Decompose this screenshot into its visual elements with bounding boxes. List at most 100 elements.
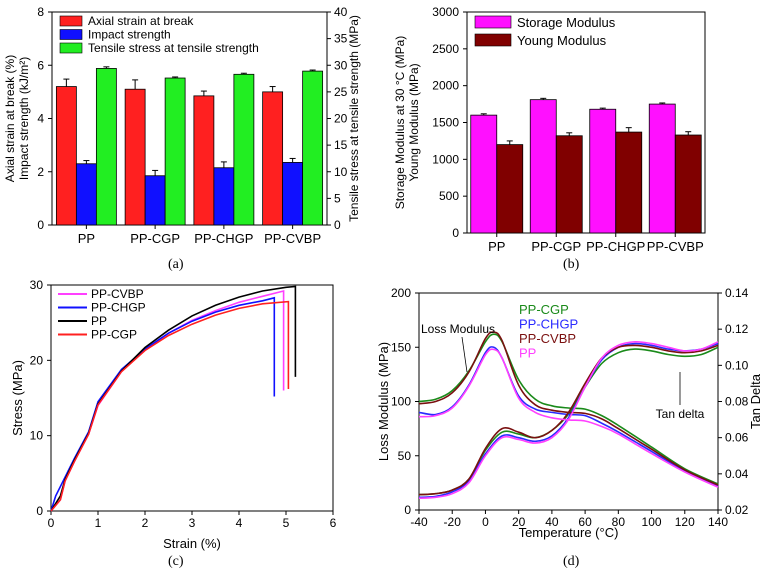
chart-c-series-line xyxy=(50,300,290,512)
chart-a-ytick-right-label: 40 xyxy=(334,5,348,19)
chart-d-ytick-left-label: 100 xyxy=(391,395,411,409)
chart-a-ytick-left-label: 8 xyxy=(37,5,44,19)
chart-a-ytick-right-label: 5 xyxy=(334,191,341,205)
chart-b-ytick-label: 1000 xyxy=(432,152,459,166)
chart-a-bar xyxy=(213,167,235,226)
chart-c-ytick-label: 0 xyxy=(36,504,43,518)
chart-a-bar xyxy=(282,162,304,226)
chart-c-ytick-label: 10 xyxy=(30,429,44,443)
chart-d-xtick-label: 140 xyxy=(708,515,728,529)
chart-c-legend-label: PP xyxy=(91,314,107,328)
chart-a-ytick-left-label: 6 xyxy=(37,58,44,72)
chart-a-ytick-right-label: 25 xyxy=(334,85,348,99)
chart-d-ytick-right-label: 0.08 xyxy=(725,395,749,409)
chart-a-bar xyxy=(302,70,324,226)
chart-a-bar xyxy=(233,73,255,226)
chart-b-ytick-label: 1500 xyxy=(432,116,459,130)
chart-c-series-line xyxy=(50,285,297,512)
chart-d-ytick-right-label: 0.04 xyxy=(725,467,749,481)
chart-c-legend-label: PP-CHGP xyxy=(91,301,146,315)
chart-a-xtick-label: PP xyxy=(78,231,95,246)
chart-d-xtick-label: 80 xyxy=(612,515,626,529)
chart-d-xtick-label: 20 xyxy=(512,515,526,529)
chart-d-ylabel-right: Tan Delta xyxy=(748,373,763,429)
chart-c-xlabel: Strain (%) xyxy=(163,536,221,551)
chart-b-legend-label: Storage Modulus xyxy=(517,15,616,30)
chart-a-bar xyxy=(55,86,77,226)
chart-a-ytick-right-label: 30 xyxy=(334,58,348,72)
chart-a-legend-swatch xyxy=(59,42,83,54)
chart-d-ytick-left-label: 200 xyxy=(391,286,411,300)
chart-d-ytick-right-label: 0.02 xyxy=(725,503,749,517)
chart-a-ylabel-left-1: Axial strain at break (%) xyxy=(3,55,17,182)
chart-c-xtick-label: 5 xyxy=(283,516,290,530)
caption-c: (c) xyxy=(168,554,184,569)
chart-b-xtick-label: PP-CHGP xyxy=(586,239,645,254)
chart-d-xtick-label: -20 xyxy=(444,515,462,529)
chart-b-bar xyxy=(648,103,676,234)
chart-a-ytick-left-label: 0 xyxy=(37,218,44,232)
chart-c-xtick-label: 1 xyxy=(95,516,102,530)
chart-d-xtick-label: 0 xyxy=(482,515,489,529)
chart-c-ytick-label: 30 xyxy=(30,278,44,292)
chart-a-legend-label: Tensile stress at tensile strength xyxy=(88,41,259,55)
chart-d-xtick-label: 120 xyxy=(675,515,695,529)
chart-b-bar xyxy=(589,108,617,234)
chart-d-loss-modulus-line xyxy=(418,331,719,486)
chart-c-ytick-label: 20 xyxy=(30,353,44,367)
chart-d-legend-label: PP-CGP xyxy=(519,302,569,317)
chart-a-ytick-left-label: 4 xyxy=(37,112,44,126)
chart-b-legend-label: Young Modulus xyxy=(517,33,607,48)
chart-c-ylabel: Stress (MPa) xyxy=(10,360,25,436)
caption-d: (d) xyxy=(563,554,580,569)
chart-d-tan-delta-line xyxy=(418,340,719,499)
chart-d-xtick-label: 40 xyxy=(545,515,559,529)
chart-c-xtick-label: 2 xyxy=(142,516,149,530)
chart-b-bar xyxy=(615,131,643,234)
chart-a-ytick-right-label: 20 xyxy=(334,112,348,126)
chart-b-ytick-label: 500 xyxy=(439,189,459,203)
chart-b-bar xyxy=(470,114,498,234)
chart-a-ylabel-right: Tensile stress at tensile strength (MPa) xyxy=(347,15,361,222)
chart-b-ylabel-1: Storage Modulus at 30 °C (MPa) xyxy=(393,36,407,210)
chart-d-tan-delta-line xyxy=(418,342,719,499)
chart-a-bar xyxy=(144,175,166,226)
chart-d-ylabel-left: Loss Modulus (MPa) xyxy=(376,342,391,461)
chart-b-bar xyxy=(555,135,583,234)
chart-a-bar xyxy=(95,68,117,226)
chart-a-xtick-label: PP-CVBP xyxy=(264,231,321,246)
chart-a-legend-label: Axial strain at break xyxy=(88,14,194,28)
chart-d-tan-delta-line xyxy=(418,344,719,496)
chart-d-ytick-right-label: 0.06 xyxy=(725,431,749,445)
chart-b-legend-swatch xyxy=(474,33,512,47)
chart-a-ytick-right-label: 15 xyxy=(334,138,348,152)
chart-d-xtick-label: 100 xyxy=(642,515,662,529)
chart-a-ytick-right-label: 10 xyxy=(334,165,348,179)
chart-b-ytick-label: 0 xyxy=(452,226,459,240)
chart-a-legend-label: Impact strength xyxy=(88,28,171,42)
chart-b-legend-swatch xyxy=(474,15,512,29)
chart-d-xlabel: Temperature (°C) xyxy=(519,525,619,540)
chart-a-ytick-right-label: 0 xyxy=(334,218,341,232)
chart-a-bar xyxy=(124,88,146,226)
chart-a-xtick-label: PP-CGP xyxy=(130,231,180,246)
chart-a-ylabel-left-2: Impact strength (kJ/m²) xyxy=(17,57,31,180)
chart-d-ytick-left-label: 0 xyxy=(404,503,411,517)
chart-d-xtick-label: -40 xyxy=(410,515,428,529)
chart-d-ytick-right-label: 0.14 xyxy=(725,286,749,300)
chart-d-loss-modulus-line xyxy=(418,333,719,485)
chart-b-bar xyxy=(529,99,557,234)
chart-d-legend-label: PP-CVBP xyxy=(519,331,576,346)
chart-b-bar xyxy=(496,144,524,234)
chart-a-ytick-left-label: 2 xyxy=(37,165,44,179)
chart-a-bar xyxy=(75,163,97,226)
chart-c-legend-label: PP-CVBP xyxy=(91,287,144,301)
chart-d-ytick-right-label: 0.12 xyxy=(725,322,749,336)
caption-a: (a) xyxy=(168,257,184,272)
chart-b-bar xyxy=(674,134,702,234)
chart-d-legend-label: PP-CHGP xyxy=(519,317,578,332)
chart-d-ytick-right-label: 0.10 xyxy=(725,358,749,372)
chart-a-legend-swatch xyxy=(59,15,83,27)
chart-b-ytick-label: 2000 xyxy=(432,79,459,93)
chart-d-legend-label: PP xyxy=(519,346,536,361)
